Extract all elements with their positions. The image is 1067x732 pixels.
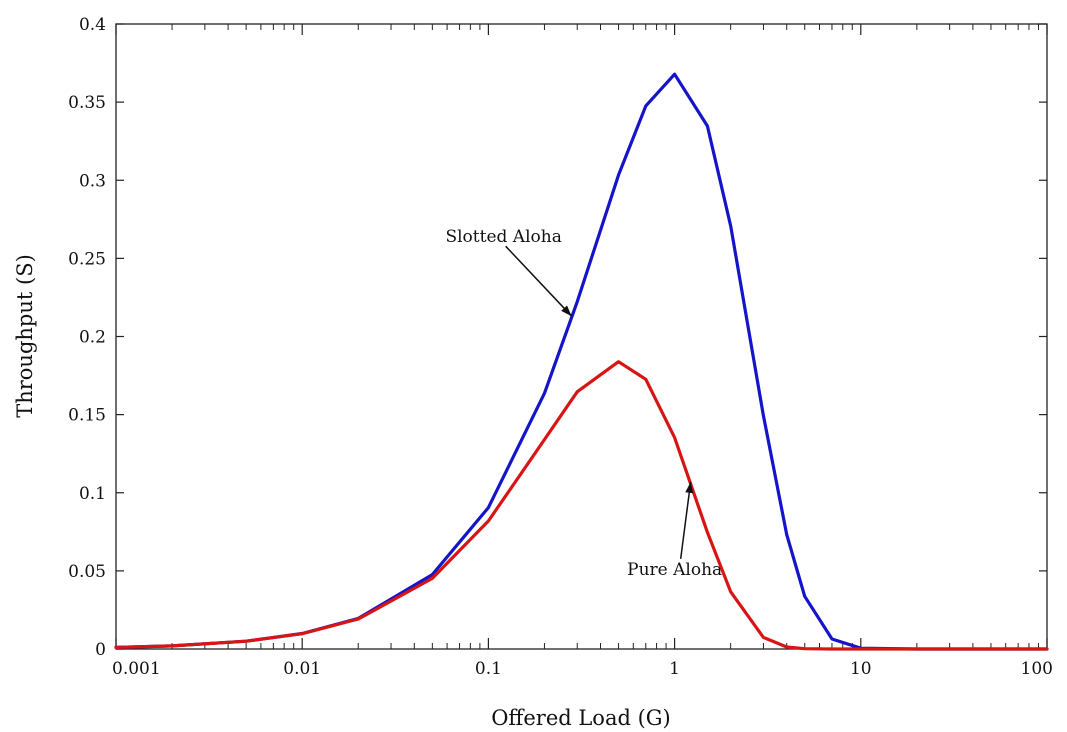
y-tick-label: 0.3 <box>79 171 106 191</box>
y-tick-label: 0.4 <box>79 15 106 35</box>
pure-aloha-arrow <box>679 481 692 559</box>
series-lines <box>114 72 1049 651</box>
x-tick-label: 100 <box>1021 659 1053 679</box>
y-tick-label: 0.2 <box>79 328 106 348</box>
slotted-aloha-arrow <box>505 245 573 317</box>
annotations: Slotted Aloha Pure Aloha <box>445 227 722 580</box>
y-tick-label: 0.1 <box>79 484 106 504</box>
y-axis: 0 0.05 0.1 0.15 0.2 0.25 0.3 0.35 0.4 <box>68 15 1047 660</box>
y-tick-label: 0.15 <box>68 406 106 426</box>
x-axis-title: Offered Load (G) <box>491 706 671 730</box>
x-tick-label: 0.001 <box>112 659 161 679</box>
pure-aloha-label: Pure Aloha <box>627 560 722 580</box>
x-tick-label: 0.1 <box>475 659 502 679</box>
x-axis: 0.001 0.01 0.1 1 10 100 <box>112 24 1053 679</box>
y-tick-label: 0.25 <box>68 249 106 269</box>
y-tick-label: 0 <box>95 640 106 660</box>
slotted-aloha-arrowhead <box>561 305 572 317</box>
x-tick-label: 1 <box>669 659 680 679</box>
pure-aloha-arrowhead <box>685 481 694 494</box>
y-axis-title: Throughput (S) <box>13 254 37 418</box>
pure-aloha-curve <box>114 360 1049 651</box>
slotted-aloha-curve <box>114 72 1049 651</box>
x-tick-label: 0.01 <box>283 659 321 679</box>
x-tick-label: 10 <box>850 659 872 679</box>
slotted-aloha-label: Slotted Aloha <box>445 227 561 247</box>
y-tick-label: 0.05 <box>68 562 106 582</box>
plot-frame <box>115 23 1048 650</box>
y-tick-label: 0.35 <box>68 93 106 113</box>
